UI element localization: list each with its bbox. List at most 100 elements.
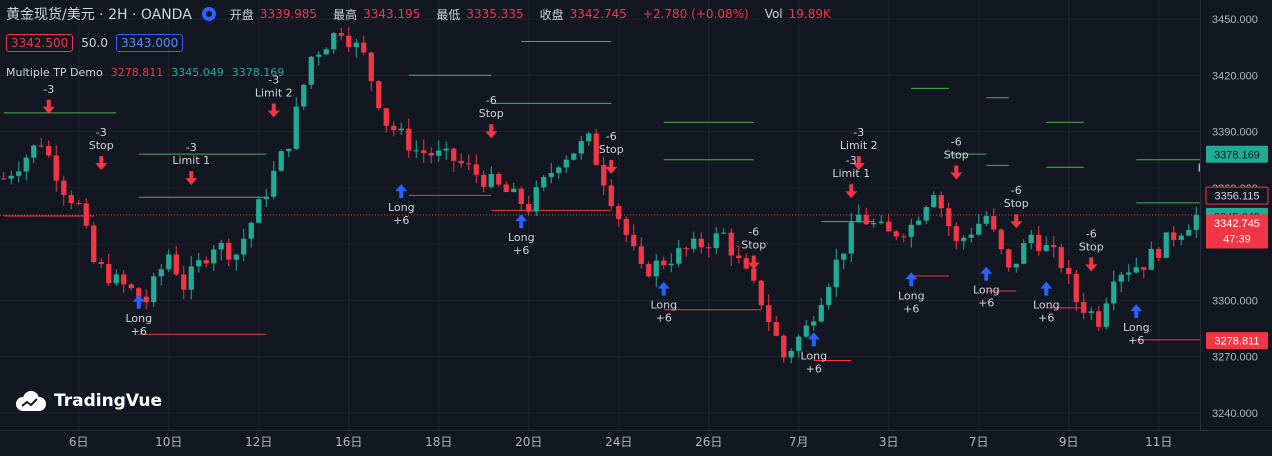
candle-body <box>323 49 329 55</box>
exit-label: Stop <box>741 239 766 252</box>
candle-body <box>1081 302 1087 313</box>
candle-body <box>398 128 404 131</box>
candle-body <box>1111 281 1117 304</box>
long-label: Long <box>973 284 1000 297</box>
x-tick-label: 18日 <box>425 435 452 449</box>
candle-body <box>1013 263 1019 268</box>
indicator-legend[interactable]: Multiple TP Demo 3278.811 3345.049 3378.… <box>6 66 292 79</box>
long-label: Long <box>898 289 925 302</box>
long-arrow-icon[interactable] <box>905 272 918 287</box>
exit-arrow-icon[interactable] <box>1085 257 1098 272</box>
exit-arrow-icon[interactable] <box>42 99 55 114</box>
long-label: Long <box>1033 299 1060 312</box>
long-arrow-icon[interactable] <box>1040 281 1053 296</box>
long-arrow-icon[interactable] <box>807 332 820 347</box>
exit-label: Limit 1 <box>172 154 210 167</box>
exit-label: Stop <box>1079 240 1104 253</box>
candle-body <box>556 167 562 173</box>
long-arrow-icon[interactable] <box>395 184 408 199</box>
price-label-text: 3356.115 <box>1214 191 1259 203</box>
candle-body <box>871 222 877 225</box>
candle-body <box>256 199 262 223</box>
exit-arrow-icon[interactable] <box>852 156 865 171</box>
candle-body <box>173 254 179 275</box>
y-tick-label: 3300.000 <box>1212 295 1258 307</box>
price-label-box <box>1206 214 1268 249</box>
candle-body <box>316 54 322 57</box>
exit-arrow-icon[interactable] <box>1010 214 1023 229</box>
exit-size-label: -6 <box>1086 227 1097 240</box>
candle-body <box>496 173 502 185</box>
candle-body <box>451 148 457 161</box>
indicator-name[interactable]: Multiple TP Demo <box>6 66 103 79</box>
exit-arrow-icon[interactable] <box>605 159 618 174</box>
candle-body <box>1028 234 1034 244</box>
market-open-icon <box>201 7 216 21</box>
x-axis[interactable]: 6日 10日 12日 16日 18日 20日 24日 26日 7月 3日 7日 9日 11日 <box>0 430 1272 450</box>
candle-body <box>61 180 67 195</box>
long-size-label: +6 <box>131 325 147 338</box>
candle-body <box>638 246 644 264</box>
candle-body <box>263 196 269 200</box>
candle-body <box>166 254 172 270</box>
candle-body <box>1096 311 1102 327</box>
candle-body <box>1058 247 1064 268</box>
buy-button[interactable]: 3343.000 <box>115 34 184 52</box>
candle-body <box>548 172 554 177</box>
exit-arrow-icon[interactable] <box>485 124 498 139</box>
x-tick-label: 20日 <box>515 435 542 449</box>
candle-body <box>121 274 127 285</box>
long-arrow-icon[interactable] <box>515 214 528 229</box>
long-arrow-icon[interactable] <box>132 294 145 309</box>
exit-arrow-icon[interactable] <box>950 165 963 180</box>
candle-body <box>923 207 929 221</box>
exit-size-label: -6 <box>486 94 497 107</box>
exit-size-label: -3 <box>268 74 279 87</box>
candle-body <box>38 145 44 147</box>
exit-arrow-icon[interactable] <box>95 156 108 171</box>
long-arrow-icon[interactable] <box>980 266 993 281</box>
long-arrow-icon[interactable] <box>1130 304 1143 319</box>
candle-body <box>211 249 217 264</box>
candle-body <box>616 206 622 219</box>
x-tick-label: 6日 <box>69 435 89 449</box>
candle-body <box>578 141 584 154</box>
tradingvue-logo: TradingVue <box>14 390 162 412</box>
candle-body <box>683 248 689 250</box>
candle-body <box>1171 232 1177 240</box>
symbol-title[interactable]: 黄金现货/美元 · 2H · OANDA <box>6 7 192 23</box>
candle-body <box>106 264 112 284</box>
exit-size-label: -3 <box>43 83 54 96</box>
y-axis[interactable]: 3240.0003270.0003300.0003330.0003360.000… <box>1200 0 1272 456</box>
candle-body <box>886 221 892 232</box>
candle-body <box>901 236 907 238</box>
candle-body <box>286 148 292 152</box>
candle-body <box>1088 311 1094 313</box>
y-tick-label: 3450.000 <box>1212 14 1258 26</box>
exit-arrow-icon[interactable] <box>185 171 198 186</box>
candle-body <box>646 263 652 277</box>
sell-button[interactable]: 3342.500 <box>6 34 74 52</box>
candle-body <box>541 176 547 188</box>
candle-body <box>23 157 29 172</box>
candle-body <box>953 226 959 241</box>
long-size-label: +6 <box>903 302 919 315</box>
exit-arrow-icon[interactable] <box>845 184 858 199</box>
long-size-label: +6 <box>513 244 529 257</box>
candle-body <box>631 234 637 247</box>
candle-body <box>863 214 869 225</box>
candle-body <box>593 133 599 165</box>
candle-body <box>331 33 337 50</box>
candle-body <box>481 174 487 187</box>
candle-body <box>826 287 832 306</box>
candle-body <box>203 260 209 264</box>
x-tick-label: 16日 <box>335 435 362 449</box>
exit-arrow-icon[interactable] <box>747 255 760 270</box>
candle-body <box>278 151 284 171</box>
candle-body <box>833 259 839 288</box>
exit-arrow-icon[interactable] <box>267 103 280 118</box>
long-arrow-icon[interactable] <box>657 281 670 296</box>
indicator-value-3: 3378.169 <box>231 66 285 79</box>
candle-body <box>31 145 37 158</box>
